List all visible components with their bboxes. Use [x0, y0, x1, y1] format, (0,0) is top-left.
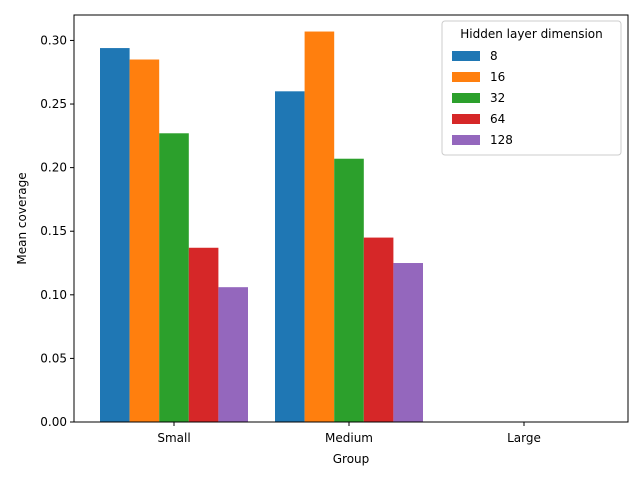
- bar-16-small: [129, 59, 160, 422]
- y-tick-label: 0.05: [40, 351, 67, 365]
- y-tick-label: 0.20: [40, 161, 67, 175]
- bar-32-medium: [334, 158, 364, 423]
- y-tick-label: 0.00: [40, 415, 67, 429]
- bars-layer: [100, 31, 423, 423]
- x-axis: Small Medium Large: [157, 422, 541, 445]
- x-tick-label: Small: [157, 431, 190, 445]
- x-tick-label: Large: [507, 431, 541, 445]
- x-tick-label: Medium: [325, 431, 373, 445]
- y-axis: 0.00 0.05 0.10 0.15 0.20 0.25 0.30: [40, 33, 74, 429]
- legend: Hidden layer dimension 8 16 32 64 128: [441, 20, 622, 156]
- legend-swatch-64: [452, 114, 480, 124]
- y-tick-label: 0.25: [40, 97, 67, 111]
- y-tick-label: 0.10: [40, 288, 67, 302]
- bar-128-medium: [393, 263, 423, 422]
- legend-label-64: 64: [490, 112, 505, 126]
- legend-swatch-16: [452, 72, 480, 82]
- legend-box: [441, 20, 622, 156]
- bar-128-small: [218, 287, 248, 422]
- y-axis-label: Mean coverage: [15, 172, 29, 264]
- legend-swatch-8: [452, 51, 480, 61]
- y-tick-label: 0.30: [40, 33, 67, 47]
- legend-label-8: 8: [490, 49, 498, 63]
- bar-32-small: [159, 133, 189, 423]
- plot-frame: [73, 14, 629, 423]
- bar-8-small: [100, 48, 130, 422]
- bar-16-medium: [304, 31, 335, 423]
- legend-label-32: 32: [490, 91, 505, 105]
- bar-64-small: [188, 247, 219, 422]
- legend-label-128: 128: [490, 133, 513, 147]
- y-tick-label: 0.15: [40, 224, 67, 238]
- legend-swatch-128: [452, 135, 480, 145]
- bar-64-medium: [363, 237, 394, 422]
- legend-swatch-32: [452, 93, 480, 103]
- x-axis-label: Group: [333, 452, 370, 466]
- legend-title: Hidden layer dimension: [460, 27, 602, 41]
- bar-8-medium: [275, 91, 305, 422]
- legend-label-16: 16: [490, 70, 505, 84]
